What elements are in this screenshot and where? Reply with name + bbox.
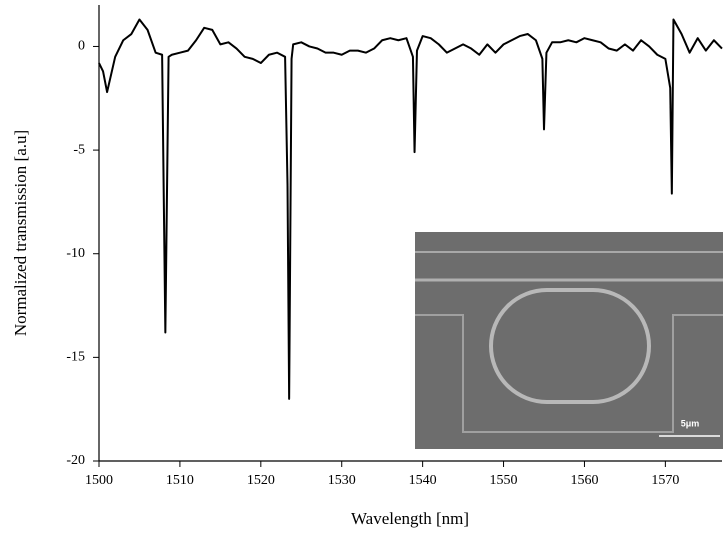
- y-tick-label: -10: [66, 246, 85, 261]
- x-tick-label: 1550: [490, 473, 518, 488]
- trench-edge: [415, 314, 723, 433]
- inset-image: 5μm: [415, 232, 723, 449]
- x-tick-label: 1530: [328, 473, 356, 488]
- x-axis-title: Wavelength [nm]: [351, 509, 469, 528]
- y-axis-title: Normalized transmission [a.u]: [11, 130, 30, 336]
- x-tick-label: 1570: [651, 473, 679, 488]
- ring-resonator: [489, 288, 651, 404]
- x-tick-label: 1500: [85, 473, 113, 488]
- inset-background: [415, 232, 723, 449]
- x-tick-label: 1510: [166, 473, 194, 488]
- scale-label: 5μm: [681, 418, 700, 428]
- y-tick-label: 0: [78, 39, 85, 54]
- x-tick-label: 1540: [409, 473, 437, 488]
- x-tick-label: 1520: [247, 473, 275, 488]
- x-tick-label: 1560: [570, 473, 598, 488]
- y-tick-label: -20: [66, 453, 85, 468]
- y-tick-label: -5: [73, 142, 85, 157]
- series-line: [98, 18, 723, 400]
- y-tick-label: -15: [66, 350, 85, 365]
